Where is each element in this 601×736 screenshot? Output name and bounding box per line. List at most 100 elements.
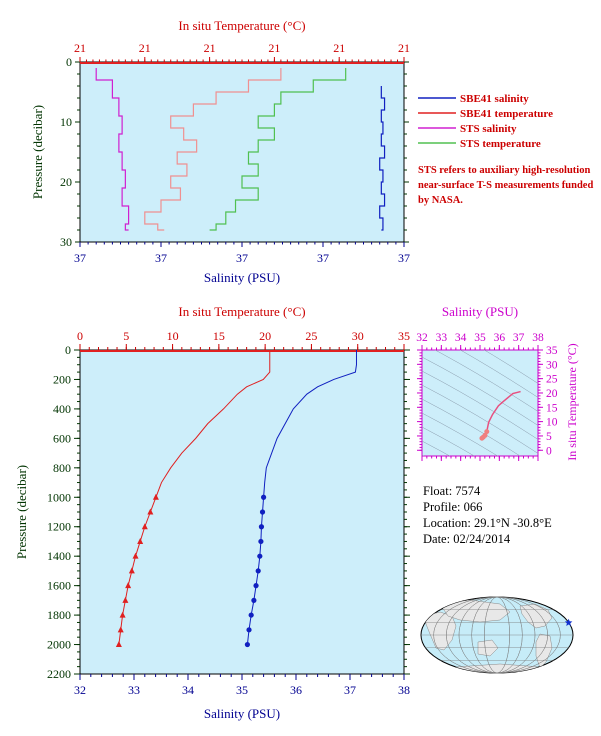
temperature-point — [122, 596, 129, 603]
salinity-point — [261, 494, 267, 500]
ts-diagram-panel: 32 33 34 35 36 37 38 0 5 10 15 20 25 30 35 Salinity (P… — [416, 304, 579, 461]
map-continent-australia — [477, 639, 499, 657]
legend-label: SBE41 temperature — [460, 108, 553, 120]
bottom-tick-label: 37 — [74, 251, 86, 265]
bottom-tick-label: 37 — [398, 251, 410, 265]
y-tick-label: 0 — [65, 343, 71, 357]
location-map — [420, 596, 574, 674]
near-surface-y-axis-label: Pressure (decibar) — [30, 105, 45, 199]
legend-item-sts-temperature: STS temperature — [418, 138, 541, 150]
bottom-tick-label: 37 — [317, 251, 329, 265]
y-tick-label: 1200 — [47, 520, 71, 534]
y-tick-label: 20 — [60, 175, 72, 189]
top-tick-label: 20 — [259, 329, 271, 343]
bottom-tick-label: 37 — [344, 683, 356, 697]
ts-right-tick-label: 15 — [546, 402, 558, 414]
salinity-point — [244, 641, 250, 648]
top-tick-label: 21 — [74, 41, 86, 55]
y-tick-label: 400 — [53, 402, 71, 416]
legend-item-sts-salinity: STS salinity — [418, 123, 517, 135]
legend-item-sbe41-temperature: SBE41 temperature — [418, 108, 553, 120]
ts-point — [484, 429, 490, 435]
temperature-point — [115, 641, 122, 648]
temperature-point — [119, 611, 126, 618]
top-tick-label: 21 — [268, 41, 280, 55]
salinity-point — [246, 627, 252, 633]
map-continent-north-america — [519, 603, 553, 629]
ts-plot-area — [421, 349, 539, 457]
salinity-point — [255, 568, 261, 574]
salinity-point — [258, 524, 265, 530]
float-info: Float: 7574 Profile: 066 Location: 29.1°… — [423, 483, 552, 547]
legend: SBE41 salinity SBE41 temperature STS sal… — [418, 93, 553, 150]
full-profile-bottom-axis-label: Salinity (PSU) — [204, 706, 280, 721]
salinity-point — [251, 597, 257, 603]
density-contour — [422, 370, 538, 440]
salinity-point — [253, 583, 259, 589]
ts-right-tick-label: 10 — [546, 417, 558, 429]
float-id: Float: 7574 — [423, 484, 481, 498]
ts-right-tick-label: 20 — [546, 388, 558, 400]
legend-label: SBE41 salinity — [460, 93, 529, 105]
top-tick-label: 25 — [305, 329, 317, 343]
temperature-point — [147, 508, 154, 515]
ts-top-tick-label: 38 — [532, 332, 544, 344]
sts-note: STS refers to auxiliary high-resolution … — [418, 165, 594, 206]
temperature-point — [125, 582, 132, 589]
salinity-point — [258, 538, 264, 545]
profile-number: Profile: 066 — [423, 500, 483, 514]
bottom-tick-label: 35 — [236, 683, 248, 697]
temperature-point — [132, 552, 139, 559]
y-tick-label: 200 — [53, 372, 71, 386]
ts-y-axis-label: In situ Temperature (°C) — [565, 343, 579, 460]
ts-right-tick-label: 5 — [546, 431, 552, 443]
top-tick-label: 30 — [352, 329, 364, 343]
ts-right-tick-label: 25 — [546, 374, 558, 386]
bottom-tick-label: 32 — [74, 683, 86, 697]
series-line-sts-salinity — [95, 68, 130, 231]
near-surface-top-axis-label: In situ Temperature (°C) — [178, 18, 305, 33]
ts-top-axis-label: Salinity (PSU) — [442, 304, 518, 319]
near-surface-bottom-axis-label: Salinity (PSU) — [204, 270, 280, 285]
y-tick-label: 600 — [53, 431, 71, 445]
temperature-point — [141, 523, 148, 530]
y-tick-label: 2000 — [47, 638, 71, 652]
y-tick-label: 0 — [66, 55, 72, 69]
ts-top-tick-label: 32 — [416, 332, 428, 344]
bottom-tick-label: 37 — [155, 251, 167, 265]
y-tick-label: 1400 — [47, 549, 71, 563]
bottom-tick-label: 38 — [398, 683, 410, 697]
near-surface-panel: 0 10 20 30 21 21 21 21 21 21 37 37 37 37 37 In situ Te… — [30, 18, 410, 285]
map-meridian — [433, 596, 561, 674]
ts-right-tick-label: 30 — [546, 359, 558, 371]
top-tick-label: 21 — [204, 41, 216, 55]
full-profile-y-axis-label: Pressure (decibar) — [14, 465, 29, 559]
top-tick-label: 15 — [213, 329, 225, 343]
top-tick-label: 21 — [398, 41, 410, 55]
bottom-tick-label: 33 — [128, 683, 140, 697]
full-profile-plot-area — [79, 349, 405, 675]
temperature-point — [117, 626, 124, 633]
full-profile-top-axis-label: In situ Temperature (°C) — [178, 304, 305, 319]
y-tick-label: 2200 — [47, 667, 71, 681]
top-tick-label: 5 — [123, 329, 129, 343]
float-location-marker — [564, 618, 573, 626]
density-contour — [434, 350, 538, 412]
ts-top-tick-label: 36 — [494, 332, 506, 344]
legend-label: STS temperature — [460, 138, 541, 150]
temperature-point — [128, 567, 135, 574]
y-tick-label: 800 — [53, 461, 71, 475]
density-contour — [422, 412, 499, 456]
density-contour — [459, 350, 538, 398]
legend-item-sbe41-salinity: SBE41 salinity — [418, 93, 529, 105]
y-tick-label: 1000 — [47, 490, 71, 504]
ts-right-tick-label: 35 — [546, 345, 558, 357]
top-tick-label: 35 — [398, 329, 410, 343]
float-location: Location: 29.1°N -30.8°E — [423, 516, 552, 530]
salinity-point — [248, 612, 254, 618]
density-contour — [422, 384, 538, 454]
series-line-sbe41-salinity — [379, 86, 386, 231]
y-tick-label: 30 — [60, 235, 72, 249]
map-continent-south-america — [535, 633, 553, 669]
